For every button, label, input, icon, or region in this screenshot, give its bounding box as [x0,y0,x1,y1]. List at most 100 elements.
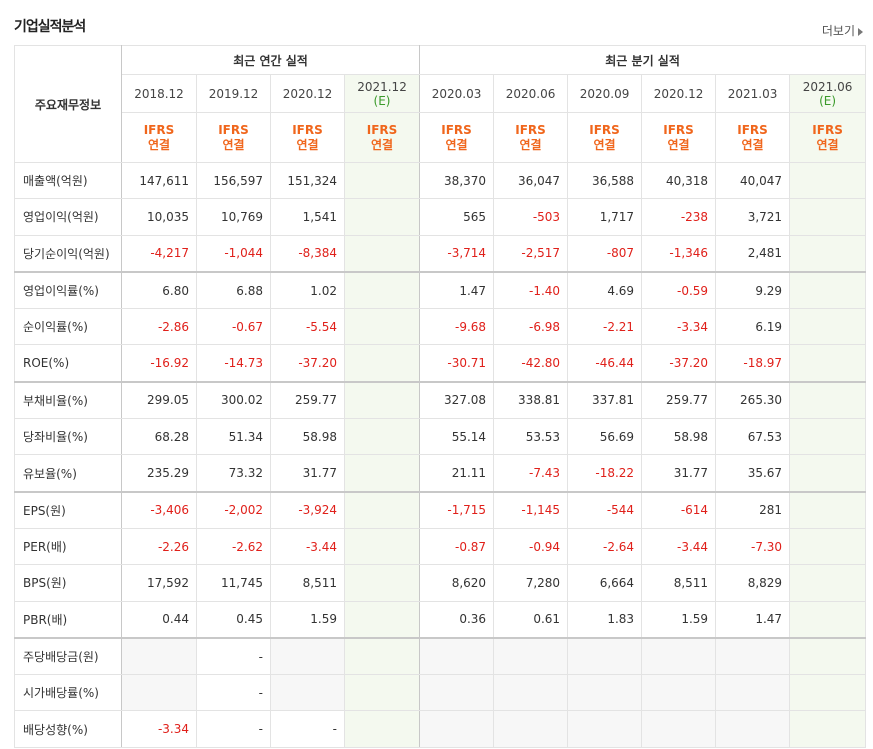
consolidation-text: 연결 [147,137,171,152]
data-cell: -7.43 [493,454,569,493]
data-cell: 67.53 [715,418,791,456]
data-cell [789,234,867,273]
data-cell [789,454,867,493]
header-row: 주요재무정보 최근 연간 실적 최근 분기 실적 [14,45,867,163]
data-cell [343,344,421,383]
date-text: 2021.12 [357,79,407,94]
date-header: 2020.03 [419,74,495,113]
data-cell: 11,745 [196,564,271,602]
consolidation-text: 연결 [593,137,616,152]
date-text: 2020.09 [579,86,630,101]
data-row: 주당배당금(원) - [14,637,867,676]
data-cell: 0.36 [419,600,495,639]
row-label: 부채비율(%) [14,381,122,420]
data-cell: -6.98 [493,308,569,346]
data-cell: 1.83 [567,600,643,639]
data-cell: 31.77 [641,454,717,493]
data-cell: -0.59 [641,271,717,310]
accounting-header: IFRS 연결 [419,112,495,163]
data-cell: 8,620 [419,564,495,602]
data-row: 당기순이익(억원) -4,217 -1,044 -8,384 -3,714 -2,517-… [14,234,867,273]
data-cell [419,674,495,712]
data-cell: 1.02 [270,271,345,310]
estimate-mark: (E) [373,93,391,108]
data-cell [343,161,421,200]
data-cell: -1,715 [419,491,495,529]
section-title: 기업실적분석 [14,19,86,35]
date-text: 2018.12 [134,86,184,101]
consolidation-text: 연결 [667,137,690,152]
data-cell: -37.20 [641,344,717,383]
data-cell: 53.53 [493,418,569,456]
data-cell: -16.92 [121,344,197,383]
data-cell [343,418,421,456]
data-cell: 337.81 [567,381,643,420]
data-cell [343,527,421,566]
data-cell [789,674,867,712]
date-header: 2020.09 [567,74,643,113]
more-text[interactable]: 더보기 [821,24,855,38]
accounting-text: IFRS [218,122,249,137]
data-cell: 36,588 [567,161,643,200]
row-label: 주당배당금(원) [14,637,122,676]
more-link[interactable]: 더보기 [822,22,863,39]
data-cell: 73.32 [196,454,271,493]
data-row: PBR(배) 0.44 0.45 1.59 0.36 0.61 1.83 1.59 1.47 [14,600,867,639]
data-row: 부채비율(%) 299.05 300.02 259.77 327.08 338.81 337… [14,381,867,420]
data-row: 영업이익률(%) 6.80 6.88 1.02 1.47 -1.40 4.69 -0.59 9.… [14,271,867,310]
accounting-header: IFRS 연결 [715,112,791,163]
group-header: 최근 연간 실적 [120,45,421,75]
data-cell: 58.98 [270,418,345,456]
data-cell: -3,406 [121,491,197,529]
row-label: 당좌비율(%) [14,418,122,456]
data-cell [343,198,421,236]
data-cell: 235.29 [121,454,197,493]
data-cell: -0.94 [493,527,569,566]
accounting-header: IFRS 연결 [789,112,867,163]
data-cell: 40,318 [641,161,717,200]
data-cell: 8,511 [641,564,717,602]
data-cell: -614 [641,491,717,529]
data-cell: 338.81 [493,381,569,420]
data-cell [270,674,345,712]
data-cell: -2,002 [196,491,271,529]
data-cell: 68.28 [121,418,197,456]
data-cell [343,674,421,712]
data-cell [493,637,569,676]
data-cell [419,637,495,676]
data-row: ROE(%) -16.92 -14.73 -37.20 -30.71 -42.80 -46.… [14,344,867,383]
more-arrow[interactable] [858,27,863,36]
data-cell [343,710,421,748]
data-cell [343,381,421,420]
accounting-header: IFRS 연결 [567,112,643,163]
data-cell: -9.68 [419,308,495,346]
data-cell [493,710,569,748]
data-cell: 56.69 [567,418,643,456]
consolidation-text: 연결 [519,137,542,152]
data-cell: 156,597 [196,161,271,200]
data-cell [789,637,867,676]
data-cell [343,454,421,493]
data-cell: - [196,637,271,676]
date-text: 2021.06 [802,79,853,94]
data-cell: -42.80 [493,344,569,383]
data-cell: 31.77 [270,454,345,493]
data-cell [343,564,421,602]
data-cell [789,271,867,310]
ifrs-row: IFRS 연결 IFRS 연결 IFRS 연결 IFRS 연결 IFRS 연결 IFRS 연결 IFRS… [15,112,867,163]
data-cell: -0.67 [196,308,271,346]
date-row: 2018.12 2019.12 2020.12 2021.12 (E) 2020.03 20… [15,74,867,113]
data-cell: 300.02 [196,381,271,420]
data-cell [343,637,421,676]
accounting-header: IFRS 연결 [493,112,569,163]
date-header: 2020.12 [270,74,345,113]
data-cell: -37.20 [270,344,345,383]
data-cell: -2.62 [196,527,271,566]
data-cell: -5.54 [270,308,345,346]
date-text: 2020.06 [505,86,556,101]
row-label: PER(배) [14,527,122,566]
data-row: 매출액(억원) 147,611 156,597 151,324 38,370 36,047… [14,161,867,200]
data-cell [343,234,421,273]
data-row: PER(배) -2.26 -2.62 -3.44 -0.87 -0.94 -2.64 -3.4… [14,527,867,566]
